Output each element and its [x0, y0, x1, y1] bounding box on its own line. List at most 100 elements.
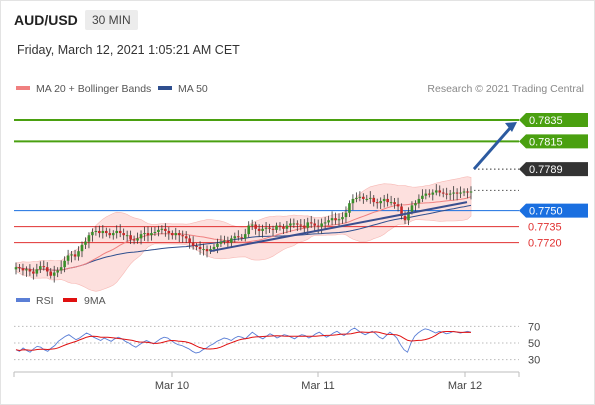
level-tag-pivot — [519, 203, 588, 218]
level-tag-resistance — [519, 113, 588, 127]
candle-down — [49, 271, 53, 276]
candle-up — [160, 228, 164, 230]
level-label-support: 0.7720 — [528, 238, 562, 250]
candle-down — [334, 218, 337, 221]
candle-down — [316, 225, 320, 227]
candle-down — [313, 223, 317, 226]
candle-up — [223, 240, 226, 242]
candle-down — [302, 225, 306, 228]
candle-down — [188, 238, 191, 243]
candle-down — [299, 224, 303, 226]
rsi-level-label: 30 — [528, 355, 540, 367]
candle-up — [233, 236, 237, 239]
trendline — [209, 201, 468, 253]
candle-up — [448, 193, 452, 195]
candle-up — [25, 269, 28, 271]
candle-down — [146, 233, 150, 236]
candle-up — [261, 228, 264, 231]
price-tags: 0.7835 0.7815 0.7750 0.7735 0.7720 0.7789 — [519, 113, 588, 250]
candle-down — [181, 235, 185, 237]
candle-down — [167, 230, 171, 234]
candle-down — [296, 223, 299, 225]
candle-up — [379, 201, 382, 204]
rsi-lines — [15, 327, 472, 354]
bollinger-band-area — [15, 176, 472, 292]
candle-up — [157, 229, 160, 232]
candle-down — [205, 249, 209, 252]
candle-up — [219, 241, 223, 244]
candle-down — [271, 228, 275, 230]
candle-up — [94, 230, 98, 232]
candle-up — [469, 191, 473, 193]
candle-up — [136, 238, 139, 241]
timeframe-badge[interactable]: 30 MIN — [85, 10, 138, 30]
candle-up — [230, 238, 233, 243]
candle-down — [455, 192, 459, 194]
candle-down — [164, 228, 167, 231]
candle-up — [459, 192, 462, 194]
candle-up — [348, 203, 351, 213]
candle-up — [389, 202, 393, 204]
candle-up — [52, 272, 56, 276]
candle-up — [115, 230, 119, 234]
candle-down — [118, 230, 122, 234]
candle-up — [365, 198, 369, 200]
candle-down — [438, 190, 442, 193]
rsi-levels: 70 50 30 — [14, 321, 540, 367]
candle-down — [441, 192, 445, 194]
candle-down — [268, 227, 271, 229]
x-axis-ticks: Mar 10 Mar 11 Mar 12 — [155, 372, 482, 392]
candle-up — [212, 246, 216, 250]
candle-up — [250, 224, 254, 226]
x-tick-label: Mar 10 — [155, 380, 189, 392]
candle-down — [177, 233, 181, 236]
credit-text: Research © 2021 Trading Central — [427, 83, 584, 95]
candle-up — [368, 197, 372, 199]
candle-up — [421, 195, 424, 199]
candle-up — [14, 267, 18, 270]
candle-up — [150, 233, 153, 236]
candle-down — [122, 233, 125, 236]
legend-9ma-label: 9MA — [84, 295, 106, 307]
candle-down — [309, 222, 313, 224]
candle-up — [306, 222, 310, 228]
candle-down — [372, 197, 376, 203]
candle-down — [18, 267, 21, 269]
rsi-level-label: 70 — [528, 321, 540, 333]
moving-averages — [15, 196, 472, 271]
candle-down — [98, 230, 101, 234]
candle-down — [466, 191, 469, 193]
candle-up — [59, 267, 63, 271]
candle-up — [174, 233, 178, 236]
timestamp: Friday, March 12, 2021 1:05:21 AM CET — [17, 43, 240, 57]
candle-up — [462, 191, 466, 193]
candle-down — [226, 240, 230, 243]
level-label-pivot: 0.7750 — [529, 206, 563, 218]
candle-down — [170, 233, 174, 236]
candle-up — [275, 225, 278, 230]
legend-ma20-swatch — [16, 86, 30, 90]
candle-up — [39, 266, 42, 270]
candle-up — [417, 198, 421, 204]
candle-up — [80, 244, 84, 252]
rsi-level-label: 50 — [528, 338, 540, 350]
candle-up — [87, 235, 91, 242]
candle-down — [257, 228, 261, 231]
ma50-line — [15, 204, 472, 271]
ma20-line — [15, 196, 472, 271]
price-levels — [14, 119, 519, 244]
candle-up — [35, 269, 39, 274]
candle-up — [330, 218, 334, 221]
candle-down — [42, 266, 46, 268]
candle-up — [320, 223, 323, 227]
candle-down — [445, 193, 448, 195]
instrument-symbol: AUD/USD — [14, 12, 78, 28]
candle-up — [292, 223, 296, 225]
candle-up — [358, 196, 362, 198]
candle-down — [236, 236, 240, 238]
candle-down — [403, 216, 407, 221]
candle-up — [91, 232, 94, 236]
candle-down — [191, 242, 195, 246]
level-tag-resistance — [519, 134, 588, 149]
